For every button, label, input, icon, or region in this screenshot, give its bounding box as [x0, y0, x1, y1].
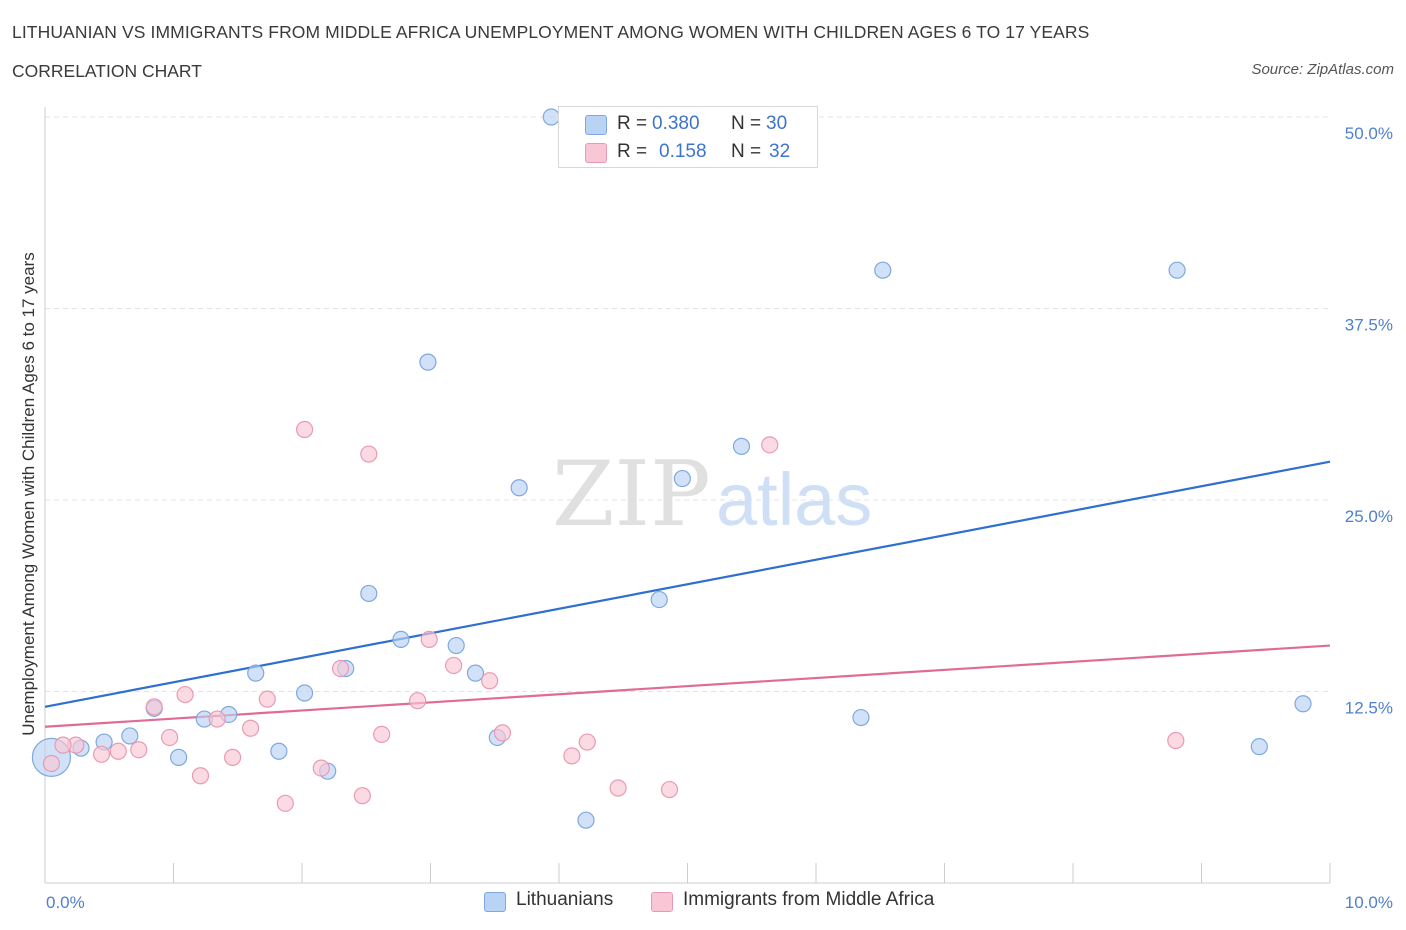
middle-africa-point — [258, 690, 276, 708]
lithuanian-point — [170, 748, 188, 766]
lithuanian-point — [121, 727, 139, 745]
watermark-atlas: atlas — [716, 458, 872, 541]
x-tick-label: 0.0% — [46, 893, 85, 912]
middle-africa-point — [208, 710, 226, 728]
middle-africa-point — [578, 733, 596, 751]
axes — [44, 107, 1331, 884]
middle-africa-point — [145, 698, 163, 716]
correlation-legend: R = 0.380 N = 30 R = 0.158 N = 32 — [558, 106, 818, 168]
lithuanian-point — [650, 590, 668, 609]
middle-africa-point — [360, 445, 378, 463]
lithuanian-point — [577, 811, 595, 829]
y-tick-label: 12.5% — [1345, 699, 1393, 718]
middle-africa-point — [191, 767, 210, 785]
legend-swatch-pink — [585, 143, 607, 163]
legend-label: Lithuanians — [516, 889, 614, 910]
middle-africa-point — [445, 656, 463, 675]
legend-label: Immigrants from Middle Africa — [683, 889, 935, 910]
n-label: N = — [731, 113, 762, 134]
legend-swatch-blue — [484, 892, 506, 912]
middle-africa-trend-line — [44, 644, 1331, 728]
r-value: 0.158 — [659, 141, 707, 162]
middle-africa-point — [563, 747, 581, 765]
watermark-zip: ZIP — [552, 442, 711, 547]
n-label: N = — [731, 141, 762, 162]
y-tick-label: 25.0% — [1345, 507, 1393, 526]
middle-africa-point — [42, 754, 61, 773]
lithuanian-point — [360, 584, 378, 603]
r-label: R = — [617, 113, 648, 134]
n-value: 30 — [766, 113, 788, 134]
n-value: 32 — [769, 141, 791, 162]
y-tick-label: 50.0% — [1345, 124, 1393, 143]
middle-africa-point — [276, 794, 294, 812]
lithuanian-point — [447, 636, 465, 655]
lithuanian-point — [419, 353, 437, 371]
grid-lines — [45, 116, 1330, 692]
middle-africa-point — [493, 724, 512, 742]
data-points — [31, 108, 1312, 829]
middle-africa-point — [224, 748, 242, 766]
lithuanian-point — [542, 108, 560, 126]
chart-subtitle: CORRELATION CHART — [12, 61, 202, 81]
x-tick-label: 10.0% — [1345, 893, 1393, 912]
lithuanian-point — [1250, 738, 1268, 756]
lithuanian-point — [466, 664, 485, 682]
r-value: 0.380 — [652, 113, 700, 134]
middle-africa-point — [761, 436, 779, 454]
middle-africa-point — [54, 736, 72, 754]
middle-africa-point — [1167, 731, 1185, 750]
middle-africa-point — [609, 779, 627, 797]
lithuanian-point — [1294, 695, 1312, 713]
lithuanian-point — [1168, 261, 1186, 279]
lithuanian-point — [874, 261, 892, 279]
lithuanian-point — [510, 479, 528, 497]
middle-africa-point — [409, 692, 427, 710]
lithuanian-point — [247, 664, 265, 682]
chart-title: LITHUANIAN VS IMMIGRANTS FROM MIDDLE AFR… — [12, 22, 1090, 42]
y-axis-title: Unemployment Among Women with Children A… — [19, 252, 38, 736]
legend-swatch-blue — [585, 115, 607, 135]
middle-africa-point — [353, 787, 371, 805]
legend-swatch-pink — [651, 892, 673, 912]
middle-africa-point — [331, 659, 350, 678]
middle-africa-point — [660, 780, 679, 799]
middle-africa-point — [130, 741, 148, 759]
source-credit: Source: ZipAtlas.com — [1251, 61, 1394, 78]
middle-africa-point — [176, 685, 194, 704]
tick-labels: 12.5% 25.0% 37.5% 50.0% 0.0% 10.0% — [46, 124, 1393, 912]
lithuanian-point — [295, 684, 314, 702]
middle-africa-point — [420, 630, 438, 649]
r-label: R = — [617, 141, 648, 162]
lithuanian-point — [270, 742, 288, 760]
middle-africa-point — [161, 728, 179, 747]
middle-africa-point — [242, 719, 260, 737]
middle-africa-point — [481, 672, 499, 690]
middle-africa-point — [295, 420, 314, 439]
middle-africa-point — [92, 745, 111, 763]
middle-africa-point — [109, 742, 127, 760]
y-tick-label: 37.5% — [1345, 316, 1393, 335]
lithuanian-point — [852, 708, 870, 727]
lithuanian-point — [732, 437, 751, 455]
zipatlas-watermark: ZIP atlas — [552, 442, 872, 547]
lithuanian-point — [392, 630, 410, 649]
middle-africa-point — [373, 725, 391, 743]
lithuanian-point — [673, 469, 691, 488]
middle-africa-point — [312, 759, 330, 777]
